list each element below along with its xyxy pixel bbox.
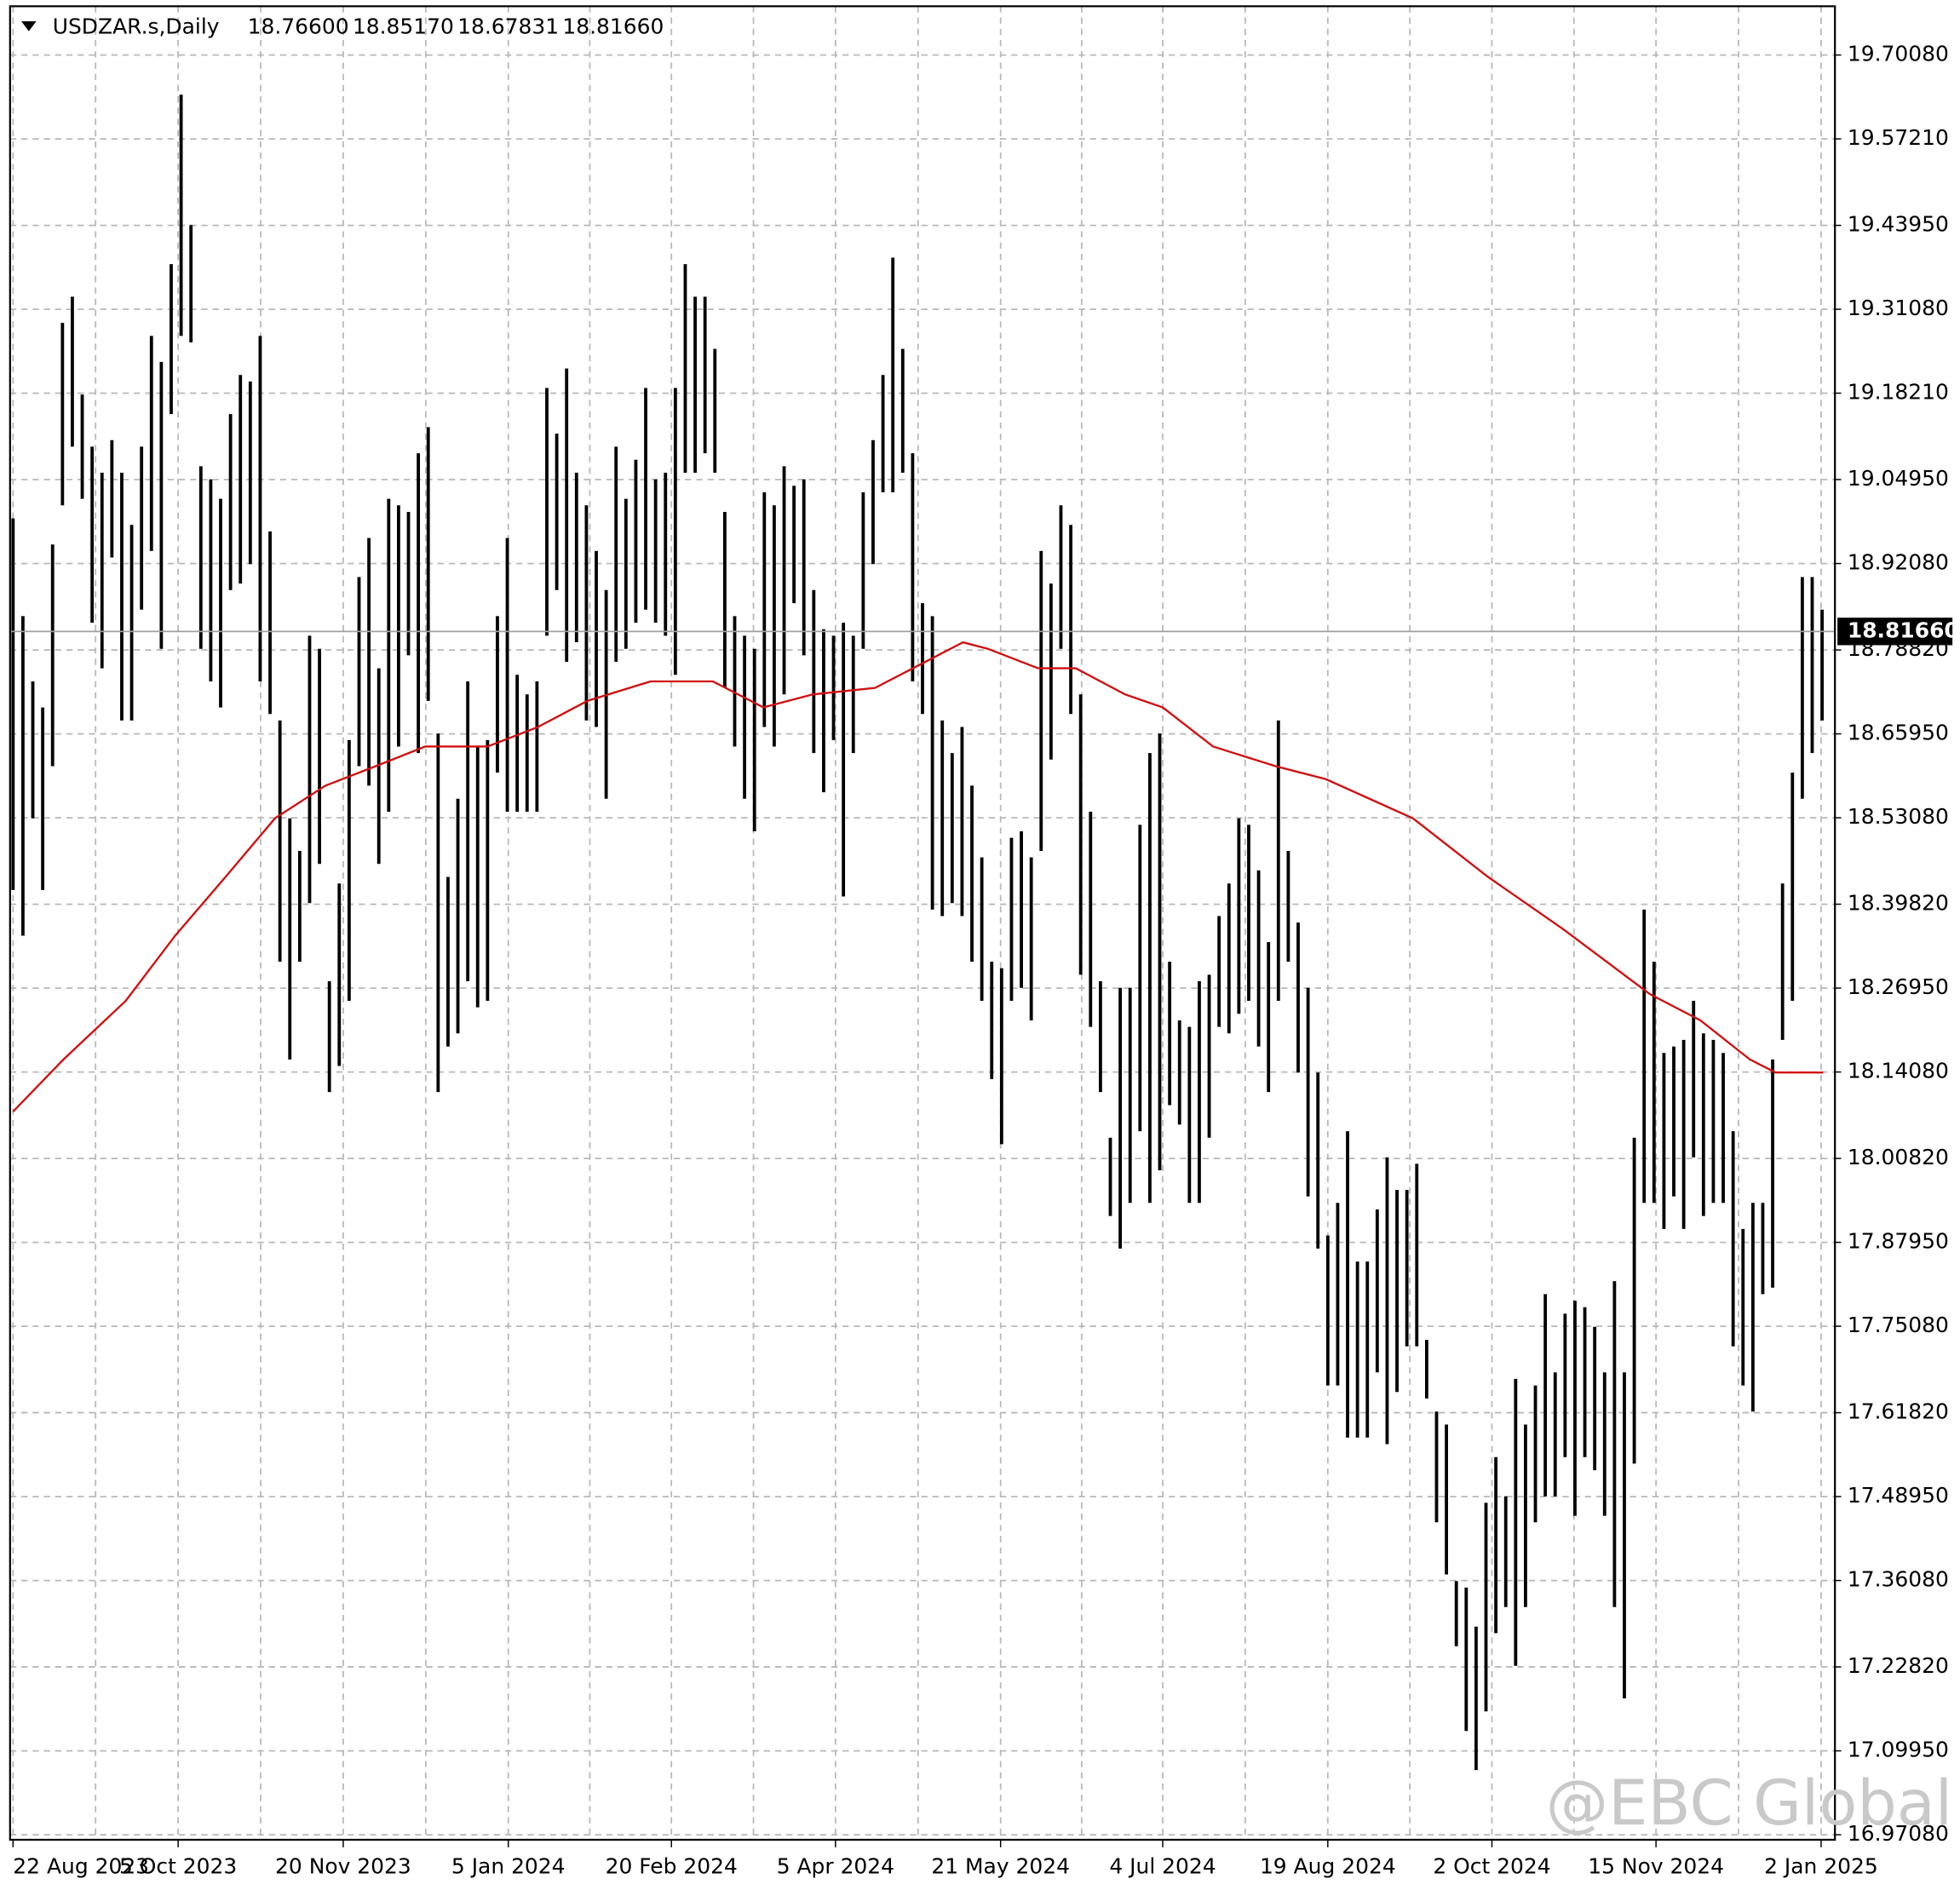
y-tick-label: 17.75080 [1848,1313,1949,1337]
header-high: 18.85170 [353,14,454,38]
y-tick-label: 19.70080 [1848,42,1949,66]
dropdown-icon[interactable] [21,20,37,32]
x-tick-label: 20 Nov 2023 [275,1853,411,1878]
y-tick-label: 17.09950 [1848,1738,1949,1762]
plot-frame [9,5,1836,1841]
x-tick-label: 19 Aug 2024 [1260,1853,1396,1878]
y-tick-label: 18.26950 [1848,974,1949,999]
x-tick-label: 4 Jul 2024 [1109,1853,1216,1878]
y-tick-label: 17.22820 [1848,1653,1949,1678]
x-tick-label: 15 Nov 2024 [1588,1853,1724,1878]
y-tick-label: 17.48950 [1848,1483,1949,1508]
current-price-box [1837,618,1953,646]
y-tick-label: 19.31080 [1848,296,1949,320]
header-close: 18.81660 [562,14,664,38]
x-tick-label: 22 Aug 2023 [13,1853,149,1878]
x-tick-label: 5 Oct 2023 [119,1853,237,1878]
header-open: 18.76600 [248,14,349,38]
y-tick-label: 18.92080 [1848,550,1949,575]
watermark: @EBC Global [1546,1767,1952,1840]
y-tick-label: 17.87950 [1848,1229,1949,1254]
y-tick-label: 18.53080 [1848,804,1949,829]
overlay [9,630,1836,1112]
bars [11,95,1825,1771]
x-tick-label: 5 Jan 2024 [451,1853,566,1878]
current-price-label: 18.81660 [1848,618,1959,642]
x-tick-label: 20 Feb 2024 [606,1853,738,1878]
y-tick-label: 18.39820 [1848,891,1949,916]
symbol-title: USDZAR.s,Daily [53,14,220,38]
y-tick-label: 18.65950 [1848,721,1949,745]
x-tick-label: 5 Apr 2024 [777,1853,894,1878]
x-tick-label: 2 Jan 2025 [1764,1853,1878,1878]
header-low: 18.67831 [457,14,559,38]
y-tick-label: 17.36080 [1848,1567,1949,1592]
y-tick-label: 17.61820 [1848,1399,1949,1424]
grid [9,6,1836,1840]
y-tick-label: 18.00820 [1848,1145,1949,1169]
x-tick-label: 21 May 2024 [931,1853,1070,1878]
x-tick-label: 2 Oct 2024 [1433,1853,1550,1878]
y-tick-label: 18.14080 [1848,1059,1949,1083]
y-tick-label: 16.97080 [1848,1821,1949,1846]
y-tick-label: 19.57210 [1848,125,1949,150]
y-tick-label: 19.18210 [1848,380,1949,405]
y-tick-label: 19.43950 [1848,212,1949,237]
moving-average [12,641,1824,1112]
y-tick-label: 19.04950 [1848,466,1949,491]
